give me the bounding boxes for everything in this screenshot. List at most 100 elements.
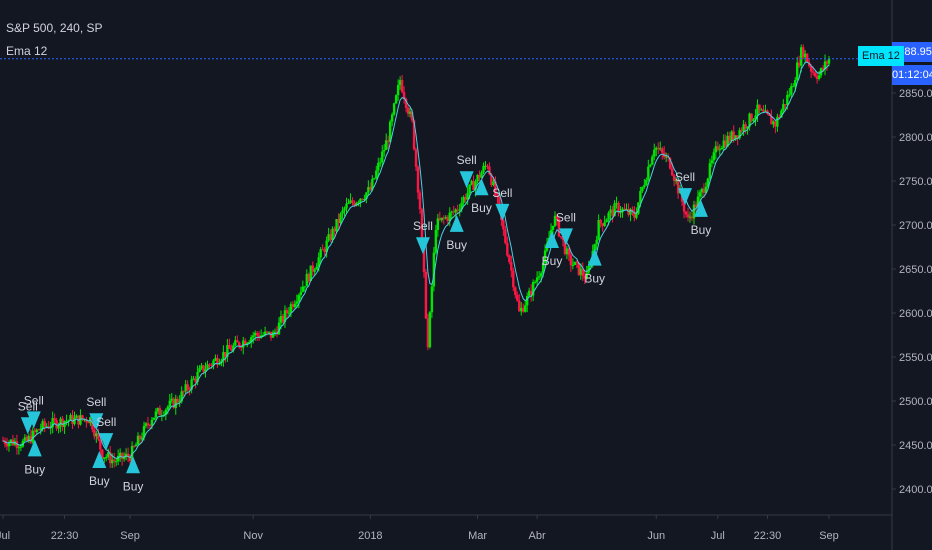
candle-body xyxy=(728,135,731,141)
candle-body xyxy=(400,80,404,93)
candle-body xyxy=(714,146,718,153)
candle-body xyxy=(5,443,9,447)
candle-body xyxy=(456,209,459,211)
candle-body xyxy=(643,184,646,187)
candle-body xyxy=(426,318,430,348)
candle-body xyxy=(186,384,189,390)
candle-body xyxy=(281,316,285,322)
candle-body xyxy=(174,398,177,408)
candle-body xyxy=(527,290,531,297)
candle-body xyxy=(126,453,130,457)
candle-body xyxy=(450,211,453,213)
candle-body xyxy=(29,435,32,443)
candle-body xyxy=(283,310,287,322)
candle-body xyxy=(748,113,751,127)
candle-body xyxy=(762,109,765,112)
candle-body xyxy=(559,236,563,238)
candle-body xyxy=(782,104,785,111)
candle-body xyxy=(51,418,54,428)
candle-body xyxy=(744,124,747,129)
price-tick-label: 2700.00 xyxy=(899,220,932,232)
time-axis[interactable]: Jul 22:30 Sep Nov 2018 Mar Abr Jun Jul 22:30 Sep xyxy=(0,514,892,542)
candle-body xyxy=(383,150,386,152)
price-tick-label: 2450.00 xyxy=(899,440,932,452)
candle-body xyxy=(571,265,575,267)
candle-body xyxy=(668,157,672,169)
candle-body xyxy=(692,204,696,219)
candle-body xyxy=(649,164,652,167)
candle-body xyxy=(224,351,227,357)
candle-body xyxy=(244,340,247,345)
buy-label: Buy xyxy=(471,201,492,215)
candle-body xyxy=(607,213,610,220)
sell-label: Sell xyxy=(556,210,576,224)
candle-body xyxy=(85,419,88,423)
candle-body xyxy=(381,151,384,163)
candle-body xyxy=(708,163,712,179)
candle-body xyxy=(537,276,541,278)
candle-body xyxy=(116,455,120,462)
candle-body xyxy=(333,228,336,232)
candle-body xyxy=(448,212,451,222)
candle-body xyxy=(794,79,797,87)
candle-body xyxy=(803,53,807,58)
time-tick-label: Sep xyxy=(819,530,839,542)
sell-signal-icon xyxy=(99,433,114,451)
candle-body xyxy=(379,162,382,164)
candle-body xyxy=(118,452,122,456)
buy-label: Buy xyxy=(24,462,45,476)
candle-body xyxy=(823,61,827,70)
candle-body xyxy=(444,217,447,219)
candle-body xyxy=(716,146,720,150)
sell-signal-icon xyxy=(459,171,474,189)
buy-signal-icon xyxy=(92,451,107,468)
candle-body xyxy=(267,331,271,333)
candle-body xyxy=(313,269,316,272)
candle-body xyxy=(746,126,749,129)
candle-body xyxy=(357,202,360,204)
candle-body xyxy=(315,266,318,270)
candle-body xyxy=(533,281,537,283)
candle-body xyxy=(331,228,334,241)
candle-body xyxy=(438,218,442,221)
candle-body xyxy=(518,300,521,312)
candle-body xyxy=(65,420,68,422)
candle-body xyxy=(502,219,505,230)
candle-body xyxy=(31,430,34,443)
candle-body xyxy=(494,181,497,196)
candle-body xyxy=(307,273,310,282)
candle-body xyxy=(7,442,11,447)
buy-signal-icon xyxy=(126,456,141,474)
candle-body xyxy=(619,212,622,214)
candle-body xyxy=(635,213,638,218)
candle-body xyxy=(355,202,358,206)
candle-body xyxy=(388,121,392,142)
price-tick-label: 2600.00 xyxy=(899,308,932,320)
indicator-legend[interactable]: Ema 12 xyxy=(6,44,48,58)
candle-body xyxy=(784,104,787,106)
sell-signal-icon xyxy=(415,237,430,255)
price-axis[interactable]: 2400.00 2450.00 2500.00 2550.00 2600.00 2650.… xyxy=(891,0,932,550)
candle-body xyxy=(329,234,332,241)
candle-body xyxy=(311,265,314,272)
candle-body xyxy=(653,149,656,157)
candle-body xyxy=(377,162,380,171)
candle-body xyxy=(414,149,418,167)
candle-body xyxy=(786,95,789,105)
candle-body xyxy=(361,198,364,200)
candle-body xyxy=(166,406,170,410)
candle-body xyxy=(780,110,783,118)
candle-body xyxy=(73,417,76,425)
candle-body xyxy=(75,415,78,418)
candle-body xyxy=(613,203,616,217)
candle-body xyxy=(583,275,586,279)
buy-signal-icon xyxy=(449,214,464,232)
candle-body xyxy=(611,209,614,217)
candle-body xyxy=(617,203,620,213)
candle-body xyxy=(486,165,489,167)
candle-body xyxy=(569,255,573,266)
candle-body xyxy=(97,433,100,440)
candle-body xyxy=(204,369,207,372)
